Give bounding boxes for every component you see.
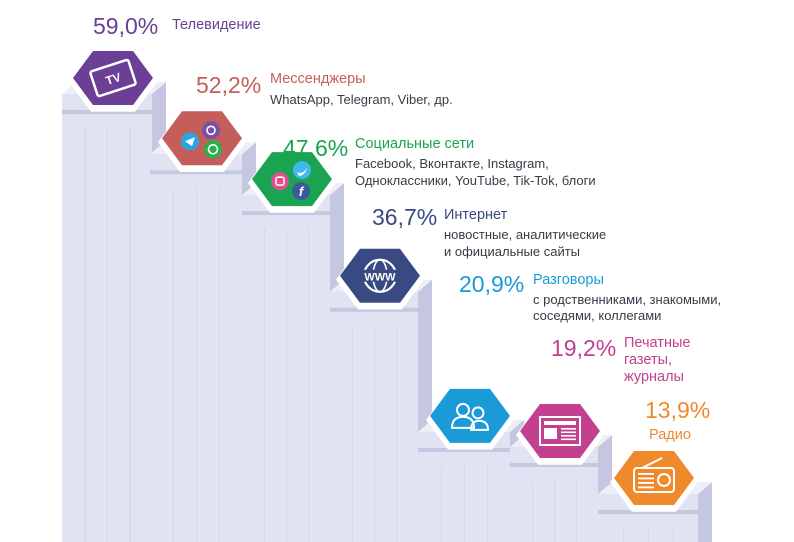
hex-badge-internet: WWW	[336, 248, 424, 310]
www-globe-icon: WWW	[358, 258, 402, 293]
category-label-radio: Радио	[649, 427, 691, 443]
pct-label-internet: 36,7%	[372, 204, 438, 230]
bar-internet	[330, 279, 432, 542]
category-label-messengers: Мессенджеры	[270, 71, 366, 87]
pct-label-messengers: 52,2%	[196, 72, 262, 98]
hex-badge-print	[516, 404, 604, 465]
messenger-icons	[181, 121, 222, 159]
newspaper-icon	[539, 415, 581, 446]
pct-label-social: 47,6%	[283, 135, 349, 161]
category-label-internet: Интернет	[444, 207, 508, 223]
svg-text:WWW: WWW	[364, 271, 396, 283]
hex-badge-radio	[610, 451, 698, 512]
pct-label-tv: 59,0%	[93, 13, 159, 39]
hex-badge-conversations	[426, 388, 514, 450]
desc-social-line1: Facebook, Вконтакте, Instagram,	[355, 156, 549, 171]
category-label-print-line1: Печатные	[624, 335, 691, 351]
category-label-conversations: Разговоры	[533, 272, 604, 288]
category-label-print-line3: журналы	[624, 369, 684, 385]
people-icon	[450, 402, 490, 431]
hex-badge-social: f	[248, 152, 336, 213]
social-network-icons: f	[271, 161, 311, 201]
desc-conversations-line1: с родственниками, знакомыми,	[533, 292, 722, 307]
desc-internet-line1: новостные, аналитические	[444, 227, 607, 242]
bar-messengers	[150, 142, 256, 542]
svg-text:f: f	[299, 184, 305, 199]
svg-text:TV: TV	[104, 70, 123, 88]
pct-label-conversations: 20,9%	[459, 271, 525, 297]
tv-icon: TV	[89, 58, 137, 98]
desc-messengers: WhatsApp, Telegram, Viber, др.	[270, 92, 453, 107]
hex-badge-messengers	[158, 111, 246, 172]
desc-conversations-line2: соседями, коллегами	[533, 308, 662, 323]
radio-icon	[633, 457, 675, 493]
hex-badge-tv: TV	[69, 51, 157, 112]
category-label-social: Социальные сети	[355, 136, 475, 152]
bar-social	[242, 183, 344, 542]
pct-label-print: 19,2%	[551, 335, 617, 361]
desc-internet-line2: и официальные сайты	[444, 244, 581, 259]
pct-label-radio: 13,9%	[645, 397, 711, 423]
category-label-print-line2: газеты,	[624, 352, 673, 368]
category-label-tv: Телевидение	[172, 17, 261, 33]
desc-social-line2: Одноклассники, YouTube, Tik-Tok, блоги	[355, 173, 596, 188]
